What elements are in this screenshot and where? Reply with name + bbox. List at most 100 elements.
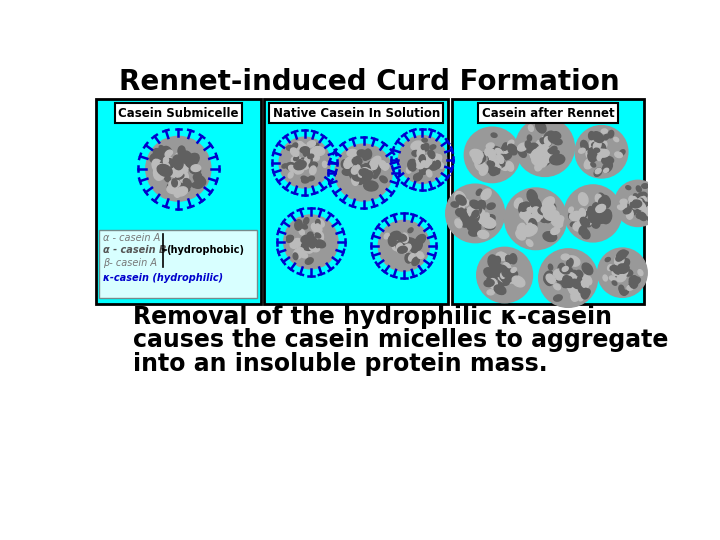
Ellipse shape [618,268,629,276]
Ellipse shape [526,223,532,230]
Ellipse shape [595,205,606,212]
Ellipse shape [527,190,537,203]
Ellipse shape [305,258,313,264]
Ellipse shape [415,157,424,168]
Ellipse shape [293,253,298,260]
Ellipse shape [598,198,605,205]
Ellipse shape [436,155,442,163]
Ellipse shape [300,229,305,235]
Ellipse shape [578,283,585,293]
Ellipse shape [557,220,563,225]
Ellipse shape [364,149,372,159]
Ellipse shape [595,145,606,158]
Ellipse shape [602,157,613,165]
Ellipse shape [570,271,577,276]
Ellipse shape [517,223,526,233]
Ellipse shape [541,204,555,214]
Ellipse shape [614,269,624,276]
Ellipse shape [629,280,635,286]
Ellipse shape [588,214,593,221]
Ellipse shape [516,230,526,240]
Ellipse shape [418,156,428,166]
Ellipse shape [307,154,314,159]
Ellipse shape [501,275,510,281]
Ellipse shape [616,250,627,260]
Ellipse shape [567,258,573,267]
Ellipse shape [490,166,500,176]
Ellipse shape [314,224,320,230]
Ellipse shape [562,266,568,272]
Ellipse shape [487,218,495,225]
Ellipse shape [616,264,629,274]
Ellipse shape [178,164,187,173]
Ellipse shape [588,211,597,223]
Ellipse shape [417,153,424,163]
Ellipse shape [536,121,546,133]
Ellipse shape [594,213,608,223]
Ellipse shape [577,270,582,277]
Ellipse shape [523,214,534,225]
Ellipse shape [496,154,504,164]
Ellipse shape [306,158,312,164]
Ellipse shape [363,153,369,160]
Ellipse shape [646,206,653,212]
Ellipse shape [646,200,657,208]
Ellipse shape [372,171,378,178]
Ellipse shape [582,263,593,275]
Ellipse shape [542,214,551,222]
Ellipse shape [379,161,387,170]
Ellipse shape [595,168,601,174]
Ellipse shape [629,276,638,288]
Ellipse shape [526,240,533,246]
Ellipse shape [193,173,202,180]
Ellipse shape [397,234,407,241]
Ellipse shape [549,154,564,165]
Circle shape [516,118,575,177]
Ellipse shape [167,185,180,194]
Ellipse shape [595,194,602,204]
Ellipse shape [623,291,629,295]
Ellipse shape [565,273,577,281]
Ellipse shape [492,256,500,267]
Ellipse shape [569,207,573,213]
Ellipse shape [303,160,307,165]
Ellipse shape [485,222,495,230]
Ellipse shape [475,160,486,172]
Ellipse shape [552,275,558,281]
Ellipse shape [470,205,477,215]
Ellipse shape [420,163,429,174]
Ellipse shape [600,213,606,218]
Ellipse shape [499,269,510,282]
Ellipse shape [539,210,548,222]
Ellipse shape [544,131,554,142]
Ellipse shape [540,138,548,145]
Ellipse shape [512,276,525,287]
Ellipse shape [615,254,624,266]
Ellipse shape [176,187,187,196]
Ellipse shape [528,146,536,152]
Ellipse shape [526,145,537,153]
Ellipse shape [163,156,174,171]
Ellipse shape [403,244,411,251]
Ellipse shape [508,140,514,147]
Ellipse shape [163,157,168,164]
Ellipse shape [498,278,508,286]
Ellipse shape [557,278,563,283]
Ellipse shape [618,269,628,276]
Ellipse shape [194,175,206,186]
Ellipse shape [395,241,408,251]
Ellipse shape [293,248,304,259]
Ellipse shape [491,167,500,174]
Ellipse shape [536,207,544,214]
Ellipse shape [307,141,315,147]
Ellipse shape [549,264,553,270]
Ellipse shape [531,216,536,222]
Ellipse shape [589,137,600,150]
Ellipse shape [400,240,409,252]
Ellipse shape [150,152,165,163]
Ellipse shape [639,212,647,220]
Ellipse shape [541,145,548,151]
Ellipse shape [292,143,297,149]
Text: into an insoluble protein mass.: into an insoluble protein mass. [132,352,547,375]
Ellipse shape [527,217,536,225]
